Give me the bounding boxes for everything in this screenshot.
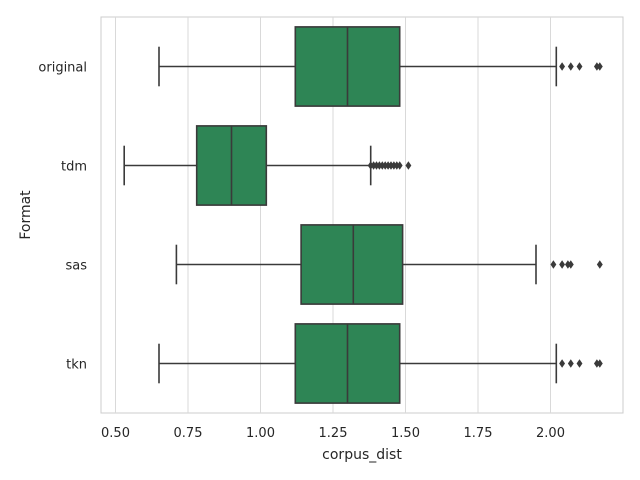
outlier-point bbox=[576, 359, 583, 368]
outlier-point bbox=[567, 359, 574, 368]
outlier-point bbox=[405, 161, 412, 170]
grid-lines bbox=[115, 17, 551, 413]
outlier-point bbox=[550, 260, 557, 269]
y-tick-label: sas bbox=[65, 259, 87, 274]
outlier-point bbox=[576, 62, 583, 71]
outlier-point bbox=[596, 62, 603, 71]
x-tick-labels: 0.50 0.75 1.00 1.25 1.50 1.75 2.00 bbox=[101, 426, 565, 441]
iqr-box bbox=[300, 224, 404, 305]
x-tick-label: 1.25 bbox=[319, 426, 348, 441]
y-tick-label: original bbox=[38, 61, 87, 76]
x-tick-label: 1.50 bbox=[391, 426, 420, 441]
box-group-tdm bbox=[123, 125, 412, 206]
x-tick-label: 1.75 bbox=[464, 426, 493, 441]
y-tick-label: tdm bbox=[61, 160, 87, 175]
outlier-point bbox=[567, 62, 574, 71]
x-tick-label: 0.50 bbox=[101, 426, 130, 441]
outlier-point bbox=[596, 359, 603, 368]
outlier-point bbox=[559, 359, 566, 368]
box-group-original bbox=[158, 26, 603, 107]
box-group-sas bbox=[175, 224, 603, 305]
x-axis-label: corpus_dist bbox=[322, 447, 402, 463]
x-tick-label: 2.00 bbox=[536, 426, 565, 441]
outlier-point bbox=[559, 260, 566, 269]
outlier-point bbox=[396, 161, 403, 170]
y-axis-label: Format bbox=[18, 190, 34, 240]
x-tick-label: 1.00 bbox=[246, 426, 275, 441]
box-group-tkn bbox=[158, 323, 603, 404]
boxes-layer bbox=[123, 26, 603, 404]
outlier-point bbox=[596, 260, 603, 269]
y-tick-labels: original tdm sas tkn bbox=[38, 61, 87, 373]
outlier-point bbox=[559, 62, 566, 71]
x-tick-label: 0.75 bbox=[174, 426, 203, 441]
y-tick-label: tkn bbox=[66, 358, 87, 373]
outlier-point bbox=[567, 260, 574, 269]
